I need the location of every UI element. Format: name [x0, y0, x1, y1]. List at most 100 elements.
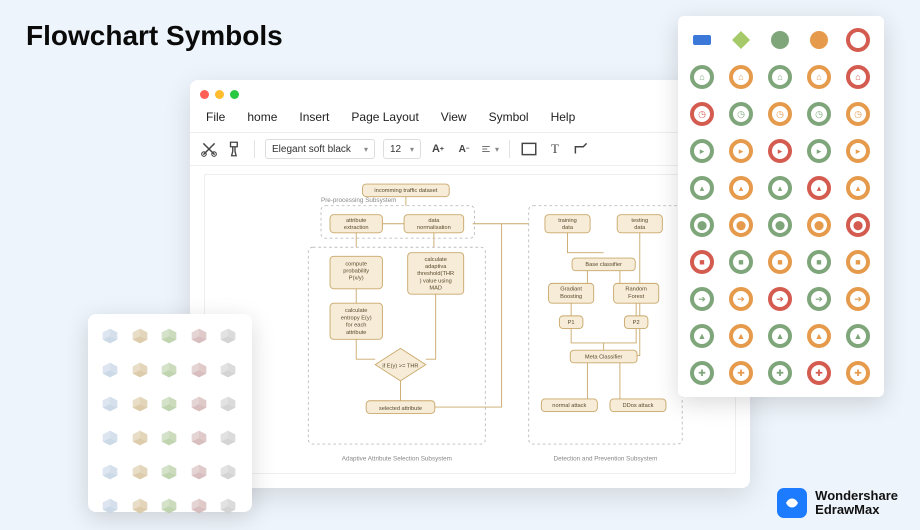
clipart-item[interactable] [157, 494, 181, 518]
palette-symbol[interactable]: ▴ [727, 174, 755, 202]
palette-symbol[interactable]: ■ [688, 248, 716, 276]
palette-symbol[interactable]: ⌂ [805, 63, 833, 91]
menu-symbol[interactable]: Symbol [489, 110, 529, 124]
clipart-item[interactable] [187, 426, 211, 450]
clipart-item[interactable] [157, 358, 181, 382]
clipart-item[interactable] [98, 324, 122, 348]
connector-icon[interactable] [572, 140, 590, 158]
palette-symbol[interactable]: ▸ [844, 137, 872, 165]
menu-insert[interactable]: Insert [299, 110, 329, 124]
palette-symbol[interactable]: ⬤ [727, 211, 755, 239]
clipart-item[interactable] [157, 460, 181, 484]
palette-symbol[interactable]: ➔ [844, 285, 872, 313]
clipart-item[interactable] [98, 392, 122, 416]
font-size-select[interactable]: 12 ▾ [383, 139, 421, 159]
palette-symbol[interactable]: ■ [805, 248, 833, 276]
palette-symbol[interactable]: ✚ [766, 359, 794, 387]
palette-symbol[interactable]: ⬤ [805, 211, 833, 239]
clipart-item[interactable] [216, 460, 240, 484]
palette-symbol[interactable]: ◷ [844, 100, 872, 128]
clipart-item[interactable] [128, 460, 152, 484]
palette-symbol[interactable] [844, 26, 872, 54]
text-tool-icon[interactable]: T [546, 140, 564, 158]
palette-symbol[interactable]: ⬤ [766, 211, 794, 239]
clipart-item[interactable] [128, 392, 152, 416]
palette-symbol[interactable]: ▲ [727, 322, 755, 350]
shape-rect-icon[interactable] [520, 140, 538, 158]
palette-symbol[interactable]: ▸ [727, 137, 755, 165]
palette-symbol[interactable]: ⌂ [727, 63, 755, 91]
increase-font-icon[interactable]: A+ [429, 140, 447, 158]
palette-symbol[interactable]: ▴ [805, 174, 833, 202]
clipart-item[interactable] [128, 324, 152, 348]
clipart-item[interactable] [216, 324, 240, 348]
decrease-font-icon[interactable]: A− [455, 140, 473, 158]
menu-view[interactable]: View [441, 110, 467, 124]
palette-symbol[interactable]: ✚ [805, 359, 833, 387]
align-icon[interactable]: ▾ [481, 140, 499, 158]
close-dot[interactable] [200, 90, 209, 99]
font-select[interactable]: Elegant soft black ▾ [265, 139, 375, 159]
clipart-item[interactable] [98, 494, 122, 518]
clipart-item[interactable] [128, 494, 152, 518]
palette-symbol[interactable]: ▴ [766, 174, 794, 202]
palette-symbol[interactable] [766, 26, 794, 54]
palette-symbol[interactable]: ✚ [727, 359, 755, 387]
palette-symbol[interactable]: ⬤ [844, 211, 872, 239]
palette-symbol[interactable]: ◷ [727, 100, 755, 128]
palette-symbol[interactable]: ▴ [844, 174, 872, 202]
palette-symbol[interactable]: ◷ [766, 100, 794, 128]
clipart-item[interactable] [128, 358, 152, 382]
palette-symbol[interactable]: ✚ [688, 359, 716, 387]
palette-symbol[interactable]: ▸ [688, 137, 716, 165]
palette-symbol[interactable]: ■ [844, 248, 872, 276]
palette-symbol[interactable] [688, 26, 716, 54]
palette-symbol[interactable]: ▲ [688, 322, 716, 350]
palette-symbol[interactable]: ⌂ [844, 63, 872, 91]
palette-symbol[interactable]: ◷ [688, 100, 716, 128]
palette-symbol[interactable]: ▲ [766, 322, 794, 350]
palette-symbol[interactable]: ✚ [844, 359, 872, 387]
clipart-item[interactable] [187, 460, 211, 484]
clipart-item[interactable] [98, 426, 122, 450]
clipart-item[interactable] [157, 426, 181, 450]
palette-symbol[interactable]: ▸ [805, 137, 833, 165]
max-dot[interactable] [230, 90, 239, 99]
clipart-item[interactable] [216, 392, 240, 416]
palette-symbol[interactable] [727, 26, 755, 54]
palette-symbol[interactable]: ⌂ [766, 63, 794, 91]
palette-symbol[interactable]: ■ [727, 248, 755, 276]
clipart-item[interactable] [98, 358, 122, 382]
menu-file[interactable]: File [206, 110, 225, 124]
clipart-item[interactable] [128, 426, 152, 450]
clipart-item[interactable] [98, 460, 122, 484]
palette-symbol[interactable]: ⌂ [688, 63, 716, 91]
cut-icon[interactable] [200, 140, 218, 158]
clipart-item[interactable] [187, 494, 211, 518]
palette-symbol[interactable]: ◷ [805, 100, 833, 128]
clipart-item[interactable] [157, 392, 181, 416]
palette-symbol[interactable]: ■ [766, 248, 794, 276]
palette-symbol[interactable]: ▴ [688, 174, 716, 202]
menu-page-layout[interactable]: Page Layout [351, 110, 418, 124]
clipart-item[interactable] [187, 358, 211, 382]
palette-symbol[interactable]: ▸ [766, 137, 794, 165]
canvas[interactable]: Pre-processing Subsystem Adaptive Attrib… [204, 174, 736, 474]
palette-symbol[interactable]: ⬤ [688, 211, 716, 239]
menu-help[interactable]: Help [551, 110, 576, 124]
palette-symbol[interactable]: ➔ [688, 285, 716, 313]
clipart-item[interactable] [216, 426, 240, 450]
palette-symbol[interactable]: ➔ [727, 285, 755, 313]
clipart-item[interactable] [157, 324, 181, 348]
palette-symbol[interactable]: ➔ [766, 285, 794, 313]
palette-symbol[interactable] [805, 26, 833, 54]
clipart-item[interactable] [187, 324, 211, 348]
format-painter-icon[interactable] [226, 140, 244, 158]
clipart-item[interactable] [187, 392, 211, 416]
clipart-item[interactable] [216, 358, 240, 382]
menu-home[interactable]: home [247, 110, 277, 124]
min-dot[interactable] [215, 90, 224, 99]
palette-symbol[interactable]: ➔ [805, 285, 833, 313]
palette-symbol[interactable]: ▲ [844, 322, 872, 350]
clipart-item[interactable] [216, 494, 240, 518]
